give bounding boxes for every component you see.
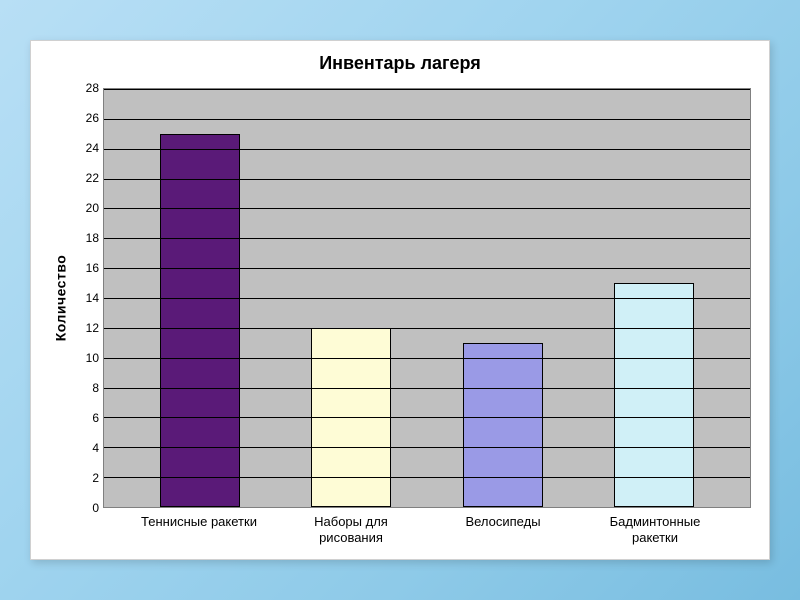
gridline	[104, 179, 750, 180]
gridline	[104, 328, 750, 329]
y-tick-label: 16	[86, 261, 99, 275]
y-tick-label: 4	[92, 441, 99, 455]
gridline	[104, 208, 750, 209]
gridline	[104, 149, 750, 150]
x-tick-label: Бадминтонные ракетки	[585, 508, 725, 547]
y-tick-label: 12	[86, 321, 99, 335]
chart-title: Инвентарь лагеря	[49, 53, 751, 74]
gridline	[104, 447, 750, 448]
y-axis-label-col: Количество	[49, 88, 71, 508]
y-tick-label: 22	[86, 171, 99, 185]
gridline	[104, 119, 750, 120]
y-tick-label: 26	[86, 111, 99, 125]
y-tick-label: 10	[86, 351, 99, 365]
gridline	[104, 417, 750, 418]
gridline	[104, 477, 750, 478]
bar	[614, 283, 694, 507]
x-tick-label: Наборы для рисования	[281, 508, 421, 547]
bar	[160, 134, 240, 507]
y-axis-label: Количество	[52, 255, 68, 342]
y-tick-label: 24	[86, 141, 99, 155]
gridline	[104, 238, 750, 239]
y-tick-label: 14	[86, 291, 99, 305]
y-tick-label: 6	[92, 411, 99, 425]
y-tick-label: 20	[86, 201, 99, 215]
chart-card: Инвентарь лагеря Количество 024681012141…	[30, 40, 770, 560]
bar	[463, 343, 543, 507]
y-tick-label: 2	[92, 471, 99, 485]
gridline	[104, 388, 750, 389]
gridline	[104, 268, 750, 269]
y-tick-label: 18	[86, 231, 99, 245]
y-ticks-column: 0246810121416182022242628	[71, 88, 103, 508]
y-tick-label: 28	[86, 81, 99, 95]
y-tick-label: 8	[92, 381, 99, 395]
x-labels-row: Теннисные ракетки Наборы для рисования Вел…	[103, 508, 751, 547]
plot-area	[103, 88, 751, 508]
x-tick-label: Теннисные ракетки	[129, 508, 269, 547]
x-tick-label: Велосипеды	[433, 508, 573, 547]
plot-wrap: Количество 0246810121416182022242628	[49, 88, 751, 508]
gridline	[104, 298, 750, 299]
y-tick-label: 0	[92, 501, 99, 515]
gridline	[104, 358, 750, 359]
gridline	[104, 89, 750, 90]
